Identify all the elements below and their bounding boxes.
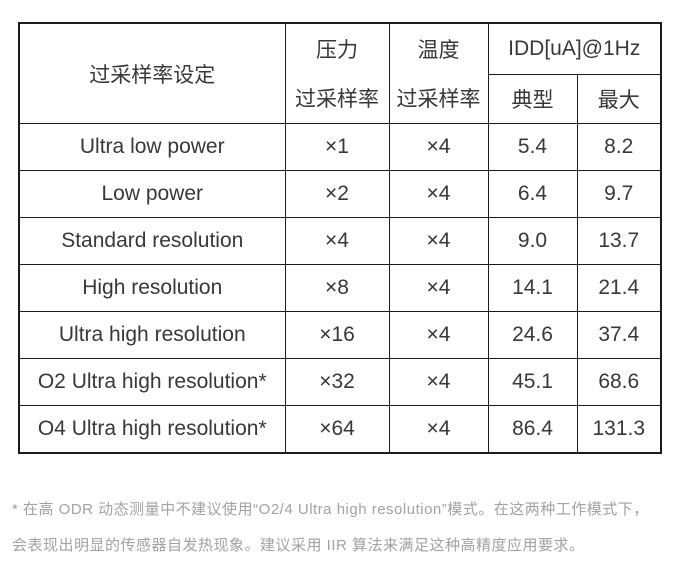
temp-osr-cell: ×4 <box>388 217 489 265</box>
table-row-o2-ultra-high-resolution: O2 Ultra high resolution* ×32 ×4 45.1 68… <box>18 358 662 406</box>
header-temperature-osr-label: 过采样率 <box>396 88 481 111</box>
header-temperature-oversampling: 温度 过采样率 <box>388 22 489 124</box>
pressure-osr-cell: ×8 <box>284 264 390 312</box>
header-temperature-label: 温度 <box>417 39 460 62</box>
header-idd-current: IDD[uA]@1Hz <box>487 22 662 75</box>
temp-osr-cell: ×4 <box>388 123 489 171</box>
mode-cell: Ultra low power <box>18 123 286 171</box>
header-oversampling-setting: 过采样率设定 <box>18 22 286 124</box>
table-row-low-power: Low power ×2 ×4 6.4 9.7 <box>18 170 662 218</box>
pressure-osr-cell: ×64 <box>284 405 390 454</box>
maximum-cell: 131.3 <box>576 405 662 454</box>
table-row-standard-resolution: Standard resolution ×4 ×4 9.0 13.7 <box>18 217 662 265</box>
table-row-o4-ultra-high-resolution: O4 Ultra high resolution* ×64 ×4 86.4 13… <box>18 405 662 454</box>
pressure-osr-cell: ×1 <box>284 123 390 171</box>
temp-osr-cell: ×4 <box>388 405 489 454</box>
mode-cell: Low power <box>18 170 286 218</box>
header-pressure-osr-label: 过采样率 <box>295 88 379 111</box>
footnote-line-2: 会表现出明显的传感器自发热现象。建议采用 IIR 算法来满足这种高精度应用要求。 <box>12 537 585 554</box>
typical-cell: 6.4 <box>487 170 578 218</box>
temp-osr-cell: ×4 <box>388 358 489 406</box>
mode-cell: Standard resolution <box>18 217 286 265</box>
footnote-line-1: * 在高 ODR 动态测量中不建议使用“O2/4 Ultra high reso… <box>12 501 649 518</box>
pressure-osr-cell: ×16 <box>284 311 390 359</box>
header-row-sub: 典型 最大 <box>19 74 662 124</box>
temp-osr-cell: ×4 <box>388 170 489 218</box>
header-maximum: 最大 <box>576 74 662 124</box>
header-pressure-oversampling: 压力 过采样率 <box>284 22 390 124</box>
pressure-osr-cell: ×2 <box>284 170 390 218</box>
typical-cell: 5.4 <box>487 123 578 171</box>
maximum-cell: 9.7 <box>576 170 662 218</box>
table-row-ultra-high-resolution: Ultra high resolution ×16 ×4 24.6 37.4 <box>18 311 662 359</box>
oversampling-table: 过采样率设定 压力 过采样率 温度 过采样率 IDD[uA]@1Hz 典型 最大… <box>18 22 662 454</box>
typical-cell: 24.6 <box>487 311 578 359</box>
maximum-cell: 68.6 <box>576 358 662 406</box>
maximum-cell: 37.4 <box>576 311 662 359</box>
typical-cell: 45.1 <box>487 358 578 406</box>
mode-cell: Ultra high resolution <box>18 311 286 359</box>
maximum-cell: 21.4 <box>576 264 662 312</box>
footnote: * 在高 ODR 动态测量中不建议使用“O2/4 Ultra high reso… <box>12 492 668 564</box>
table-row-high-resolution: High resolution ×8 ×4 14.1 21.4 <box>18 264 662 312</box>
pressure-osr-cell: ×4 <box>284 217 390 265</box>
maximum-cell: 8.2 <box>576 123 662 171</box>
typical-cell: 14.1 <box>487 264 578 312</box>
header-pressure-label: 压力 <box>316 39 358 62</box>
pressure-osr-cell: ×32 <box>284 358 390 406</box>
header-row-top: 过采样率设定 压力 过采样率 温度 过采样率 IDD[uA]@1Hz <box>18 22 662 124</box>
table-row-ultra-low-power: Ultra low power ×1 ×4 5.4 8.2 <box>18 123 662 171</box>
temp-osr-cell: ×4 <box>388 264 489 312</box>
typical-cell: 86.4 <box>487 405 578 454</box>
typical-cell: 9.0 <box>487 217 578 265</box>
header-typical: 典型 <box>487 74 578 124</box>
oversampling-table-wrap: 过采样率设定 压力 过采样率 温度 过采样率 IDD[uA]@1Hz 典型 最大… <box>18 22 662 454</box>
mode-cell: High resolution <box>18 264 286 312</box>
temp-osr-cell: ×4 <box>388 311 489 359</box>
maximum-cell: 13.7 <box>576 217 662 265</box>
mode-cell: O4 Ultra high resolution* <box>18 405 286 454</box>
mode-cell: O2 Ultra high resolution* <box>18 358 286 406</box>
